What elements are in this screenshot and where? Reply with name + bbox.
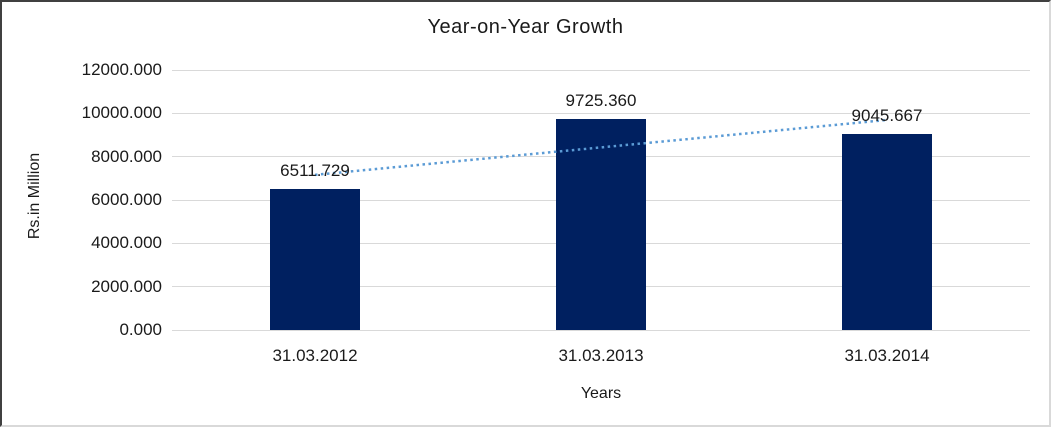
chart-title: Year-on-Year Growth <box>427 16 624 38</box>
gridline <box>172 329 1030 331</box>
gridline <box>172 112 1030 114</box>
y-tick-label: 10000.000 <box>81 103 162 123</box>
y-tick-label: 8000.000 <box>91 146 162 166</box>
y-axis-title: Rs.in Million <box>26 152 43 240</box>
y-tick-label: 6000.000 <box>91 190 162 209</box>
bar-value-label: 9045.667 <box>851 106 923 125</box>
bar <box>842 134 932 330</box>
y-tick-label: 0.000 <box>119 320 162 339</box>
y-tick-label: 4000.000 <box>91 233 162 253</box>
bar-value-label: 6511.729 <box>280 160 350 180</box>
bar <box>270 188 360 330</box>
x-axis-title: Years <box>580 385 622 402</box>
x-category-label: 31.03.2013 <box>558 346 644 365</box>
bar-value-label: 9725.360 <box>565 91 637 111</box>
x-category-label: 31.03.2012 <box>272 346 358 365</box>
gridline <box>172 69 1030 71</box>
y-tick-label: 2000.000 <box>91 276 162 296</box>
trendline-dotted <box>314 118 888 177</box>
y-tick-label: 12000.000 <box>81 60 162 79</box>
bar <box>556 119 646 330</box>
x-category-label: 31.03.2014 <box>844 346 930 365</box>
